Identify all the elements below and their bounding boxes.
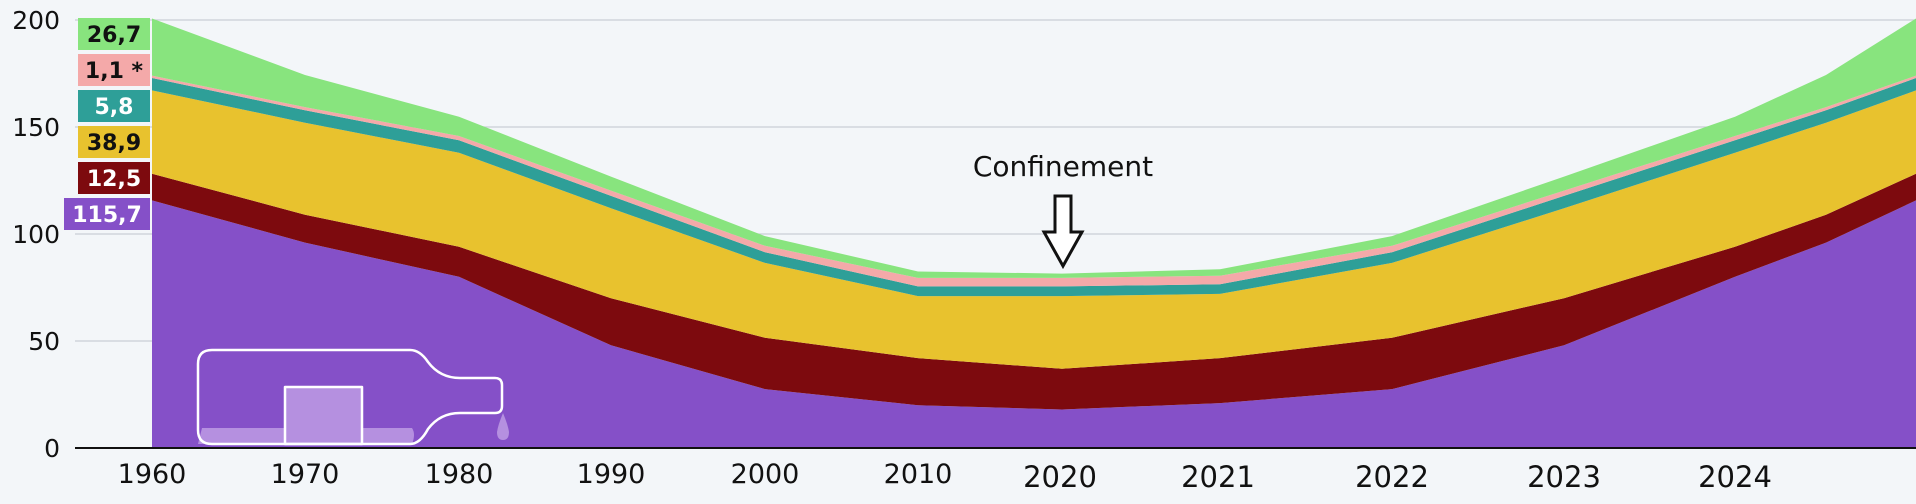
legend-label: 1,1 *: [85, 59, 144, 84]
x-axis-ticks: 1960 1970 1980 1990 2000 2010 2020 2021 2022 2023…: [118, 459, 1772, 494]
legend-item: 1,1 *: [78, 54, 150, 86]
legend-swatch: [78, 54, 150, 86]
x-tick-label: 2021: [1181, 460, 1255, 494]
legend-item: 12,5: [78, 162, 150, 194]
y-tick-label: 150: [12, 113, 60, 142]
legend-label: 115,7: [72, 203, 142, 228]
x-tick-label: 1970: [271, 459, 340, 490]
y-tick-label: 100: [12, 220, 60, 249]
y-axis-ticks: 0 50 100 150 200: [12, 6, 60, 463]
legend-item: 38,9: [78, 126, 150, 158]
x-tick-label: 2010: [884, 459, 953, 490]
legend-item: 26,7: [78, 18, 150, 50]
area-series-0: [152, 200, 1916, 448]
x-tick-label: 2022: [1355, 460, 1429, 494]
legend-label: 26,7: [87, 23, 141, 48]
y-tick-label: 200: [12, 6, 60, 35]
y-tick-label: 50: [28, 327, 60, 356]
down-arrow-icon: [1041, 194, 1085, 270]
x-tick-label: 1960: [118, 459, 187, 490]
area-series-2: [152, 90, 1916, 369]
x-tick-label: 1980: [425, 459, 494, 490]
wine-bottle-icon: [196, 348, 509, 446]
y-tick-label: 0: [44, 434, 60, 463]
legend-label: 38,9: [87, 131, 141, 156]
legend-swatch: [78, 18, 150, 50]
x-tick-label: 2020: [1023, 460, 1097, 494]
area-series-1: [152, 173, 1916, 410]
x-tick-label: 2023: [1527, 460, 1601, 494]
legend-item: 5,8: [78, 90, 150, 122]
legend-label: 12,5: [87, 167, 141, 192]
confinement-label: Confinement: [973, 150, 1153, 183]
legend-swatch: [78, 162, 150, 194]
confinement-annotation: Confinement: [973, 150, 1153, 270]
x-tick-label: 2024: [1698, 460, 1772, 494]
area-series: [152, 18, 1916, 448]
legend-label: 5,8: [95, 95, 134, 120]
legend-swatch: [78, 126, 150, 158]
legend-swatch: [64, 198, 150, 230]
x-tick-label: 2000: [731, 459, 800, 490]
legend: 26,7 1,1 * 5,8 38,9 12,5 115,7: [64, 18, 150, 230]
legend-swatch: [78, 90, 150, 122]
area-series-5: [152, 18, 1916, 278]
legend-item: 115,7: [64, 198, 150, 230]
x-tick-label: 1990: [577, 459, 646, 490]
